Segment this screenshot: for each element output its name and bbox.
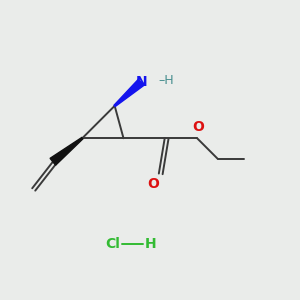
Text: N: N: [135, 75, 147, 89]
Text: O: O: [147, 176, 159, 190]
Polygon shape: [114, 79, 144, 106]
Text: H: H: [145, 237, 156, 251]
Polygon shape: [50, 137, 83, 165]
Text: O: O: [193, 120, 205, 134]
Text: –H: –H: [159, 74, 175, 87]
Text: Cl: Cl: [106, 237, 121, 251]
